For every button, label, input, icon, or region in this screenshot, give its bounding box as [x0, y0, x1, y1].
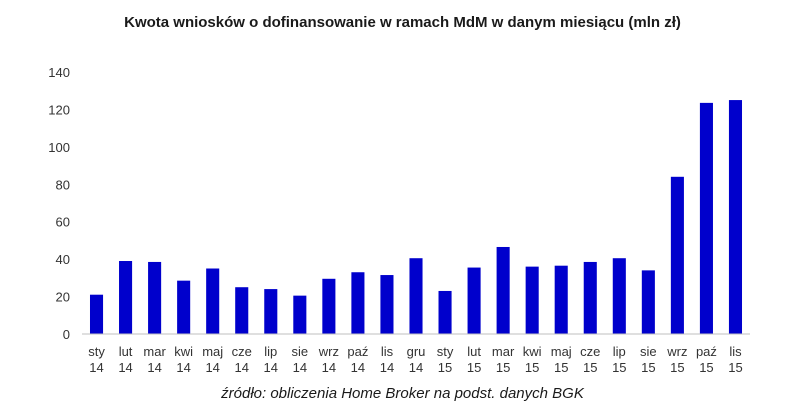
- x-tick-label: maj 15: [551, 344, 572, 375]
- x-tick-label: maj 14: [202, 344, 223, 375]
- bar-sty-14: [89, 294, 104, 334]
- y-tick-label: 120: [48, 102, 70, 117]
- x-tick-label: mar 15: [492, 344, 515, 375]
- bar-lip-15: [612, 258, 626, 334]
- y-axis-ticks: 0 20 40 60 80 100 120 140: [48, 65, 70, 342]
- y-tick-label: 100: [48, 140, 70, 155]
- x-tick-label: sie 15: [640, 344, 657, 375]
- x-tick-label: sty 15: [437, 344, 454, 375]
- chart-title: Kwota wniosków o dofinansowanie w ramach…: [124, 14, 681, 31]
- x-tick-label: paź 14: [347, 344, 368, 375]
- source-note: źródło: obliczenia Home Broker na podst.…: [221, 385, 584, 402]
- x-tick-label: lip 15: [612, 344, 626, 375]
- bar-sie-15: [641, 270, 655, 334]
- y-tick-label: 140: [48, 65, 70, 80]
- y-tick-label: 20: [56, 290, 70, 305]
- bar-mar-14: [148, 261, 162, 334]
- bar-paź-15: [699, 102, 713, 334]
- x-axis-ticks: sty 14 lut 14 mar 14 kwi 14 maj 14 cze 14 lip 14 sie 14…: [88, 344, 743, 375]
- x-tick-label: lis 14: [380, 344, 394, 375]
- bar-cze-14: [235, 287, 249, 334]
- bar-lis-14: [380, 275, 394, 334]
- x-tick-label: cze 15: [580, 344, 600, 375]
- bar-wrz-14: [322, 278, 336, 334]
- bar-sie-14: [293, 295, 307, 334]
- bar-mar-15: [496, 246, 510, 334]
- x-tick-label: kwi 15: [523, 344, 542, 375]
- x-tick-label: kwi 14: [174, 344, 193, 375]
- x-tick-label: wrz 15: [666, 344, 687, 375]
- x-tick-label: gru 14: [407, 344, 426, 375]
- bar-kwi-14: [177, 280, 191, 334]
- bar-gru-14: [409, 258, 423, 334]
- bar-lip-14: [264, 289, 278, 334]
- x-tick-label: lis 15: [728, 344, 742, 375]
- bars: [89, 100, 743, 334]
- bar-lut-15: [467, 267, 481, 334]
- x-tick-label: wrz 14: [318, 344, 339, 375]
- x-tick-label: lip 14: [264, 344, 278, 375]
- bar-lis-15: [728, 100, 743, 334]
- x-tick-label: mar 14: [143, 344, 166, 375]
- x-tick-label: lut 15: [467, 344, 481, 375]
- x-tick-label: lut 14: [118, 344, 132, 375]
- x-tick-label: cze 14: [232, 344, 252, 375]
- bar-cze-15: [583, 261, 597, 334]
- bar-maj-14: [206, 268, 220, 334]
- y-tick-label: 0: [63, 327, 70, 342]
- bar-sty-15: [438, 290, 452, 334]
- bar-paź-14: [351, 272, 365, 334]
- bar-lut-14: [119, 261, 133, 334]
- y-tick-label: 80: [56, 177, 70, 192]
- y-tick-label: 40: [56, 252, 70, 267]
- y-tick-label: 60: [56, 215, 70, 230]
- bar-maj-15: [554, 265, 568, 334]
- x-tick-label: paź 15: [696, 344, 717, 375]
- bar-kwi-15: [525, 266, 539, 334]
- bar-wrz-15: [670, 176, 684, 334]
- x-tick-label: sie 14: [292, 344, 309, 375]
- x-tick-label: sty 14: [88, 344, 105, 375]
